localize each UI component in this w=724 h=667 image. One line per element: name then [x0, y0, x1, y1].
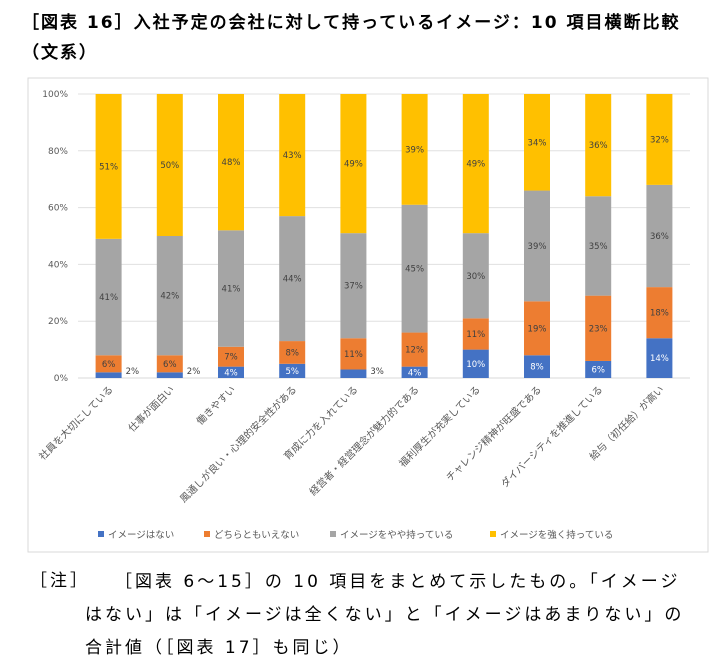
data-label: 32% [650, 135, 669, 145]
data-label: 49% [466, 160, 485, 170]
data-label: 49% [344, 160, 363, 170]
bar-segment [340, 94, 367, 234]
bar-segment [156, 236, 183, 356]
data-label: 34% [528, 138, 547, 148]
bar-segment [524, 301, 550, 356]
bar-segment [279, 341, 306, 364]
data-label: 41% [99, 293, 118, 303]
data-label: 36% [589, 141, 608, 151]
data-label: 2% [126, 367, 140, 377]
bar-segment [95, 94, 122, 239]
y-tick-label: 100% [42, 90, 68, 100]
y-tick-label: 20% [48, 317, 68, 327]
data-label: 39% [405, 145, 424, 155]
data-label: 37% [344, 282, 363, 292]
data-label: 5% [285, 367, 299, 377]
data-label: 7% [224, 353, 238, 363]
y-tick-label: 40% [48, 260, 68, 270]
legend-swatch [490, 531, 496, 537]
bar-segment [156, 355, 183, 373]
data-label: 4% [224, 368, 238, 378]
data-label: 43% [283, 151, 302, 161]
bar-segment [462, 318, 489, 350]
data-label: 19% [528, 324, 547, 334]
bar-segment [401, 204, 428, 333]
data-label: 6% [591, 365, 605, 375]
data-label: 30% [466, 272, 485, 282]
bar-segment [340, 233, 367, 339]
data-label: 10% [466, 360, 485, 370]
legend-swatch [98, 531, 104, 537]
bar-segment [585, 196, 612, 296]
data-label: 4% [408, 368, 422, 378]
data-label: 36% [650, 232, 669, 242]
bar-segment [585, 295, 612, 361]
bar-segment [401, 94, 428, 205]
data-label: 44% [283, 275, 302, 285]
data-label: 6% [163, 360, 177, 370]
data-label: 35% [589, 242, 608, 252]
bar-segment [401, 366, 428, 378]
data-label: 50% [160, 161, 179, 171]
legend-swatch [204, 531, 210, 537]
data-label: 48% [222, 158, 241, 168]
data-label: 11% [344, 350, 363, 360]
bar-segment [340, 369, 367, 378]
bar-segment [646, 184, 673, 288]
bar-segment [524, 355, 550, 378]
bar-segment [646, 94, 673, 185]
data-label: 18% [650, 309, 669, 319]
note-label: ［注］ [30, 571, 90, 591]
data-label: 39% [528, 242, 547, 252]
data-label: 51% [99, 162, 118, 172]
bar-segment [585, 94, 612, 197]
bar-segment [95, 238, 122, 356]
data-label: 42% [160, 292, 179, 302]
bar-segment [218, 230, 244, 347]
bar-segment [462, 233, 489, 319]
bar-segment [340, 338, 367, 370]
bar-segment [218, 346, 244, 367]
y-tick-label: 80% [48, 147, 68, 157]
legend-label: どちらともいえない [214, 530, 299, 541]
data-label: 3% [370, 367, 384, 377]
legend-label: イメージをやや持っている [340, 529, 453, 541]
bar-segment [95, 355, 122, 373]
data-label: 2% [187, 367, 201, 377]
bar-segment [646, 287, 673, 339]
bar-segment [279, 94, 306, 217]
y-tick-label: 60% [48, 204, 68, 214]
bar-segment [156, 372, 183, 378]
y-tick-label: 0% [54, 374, 69, 384]
bar-segment [462, 94, 489, 234]
legend-swatch [330, 531, 336, 537]
data-label: 8% [530, 363, 544, 373]
bar-segment [462, 349, 489, 378]
title: ［図表 16］入社予定の会社に対して持っているイメージ：10 項目横断比較（文系… [22, 13, 681, 63]
bar-segment [646, 338, 673, 378]
bar-segment [156, 94, 183, 236]
data-label: 14% [650, 354, 669, 364]
bar-segment [279, 216, 306, 342]
bar-segment [585, 360, 612, 378]
data-label: 6% [102, 360, 116, 370]
data-label: 45% [405, 265, 424, 275]
bar-segment [95, 372, 122, 378]
data-label: 8% [285, 348, 299, 358]
data-label: 12% [405, 346, 424, 356]
bar-segment [218, 94, 244, 231]
note-text: ［図表 6～15］の 10 項目をまとめて示したもの。「イメージはない」は「イメ… [85, 572, 685, 658]
legend-label: イメージはない [108, 530, 174, 541]
legend-label: イメージを強く持っている [500, 529, 613, 541]
bar-segment [401, 332, 428, 367]
bar-segment [218, 366, 244, 378]
bar-segment [524, 190, 550, 302]
data-label: 23% [589, 324, 608, 334]
data-label: 11% [466, 330, 485, 340]
data-label: 41% [222, 285, 241, 295]
bar-segment [279, 363, 306, 378]
bar-segment [524, 94, 550, 191]
